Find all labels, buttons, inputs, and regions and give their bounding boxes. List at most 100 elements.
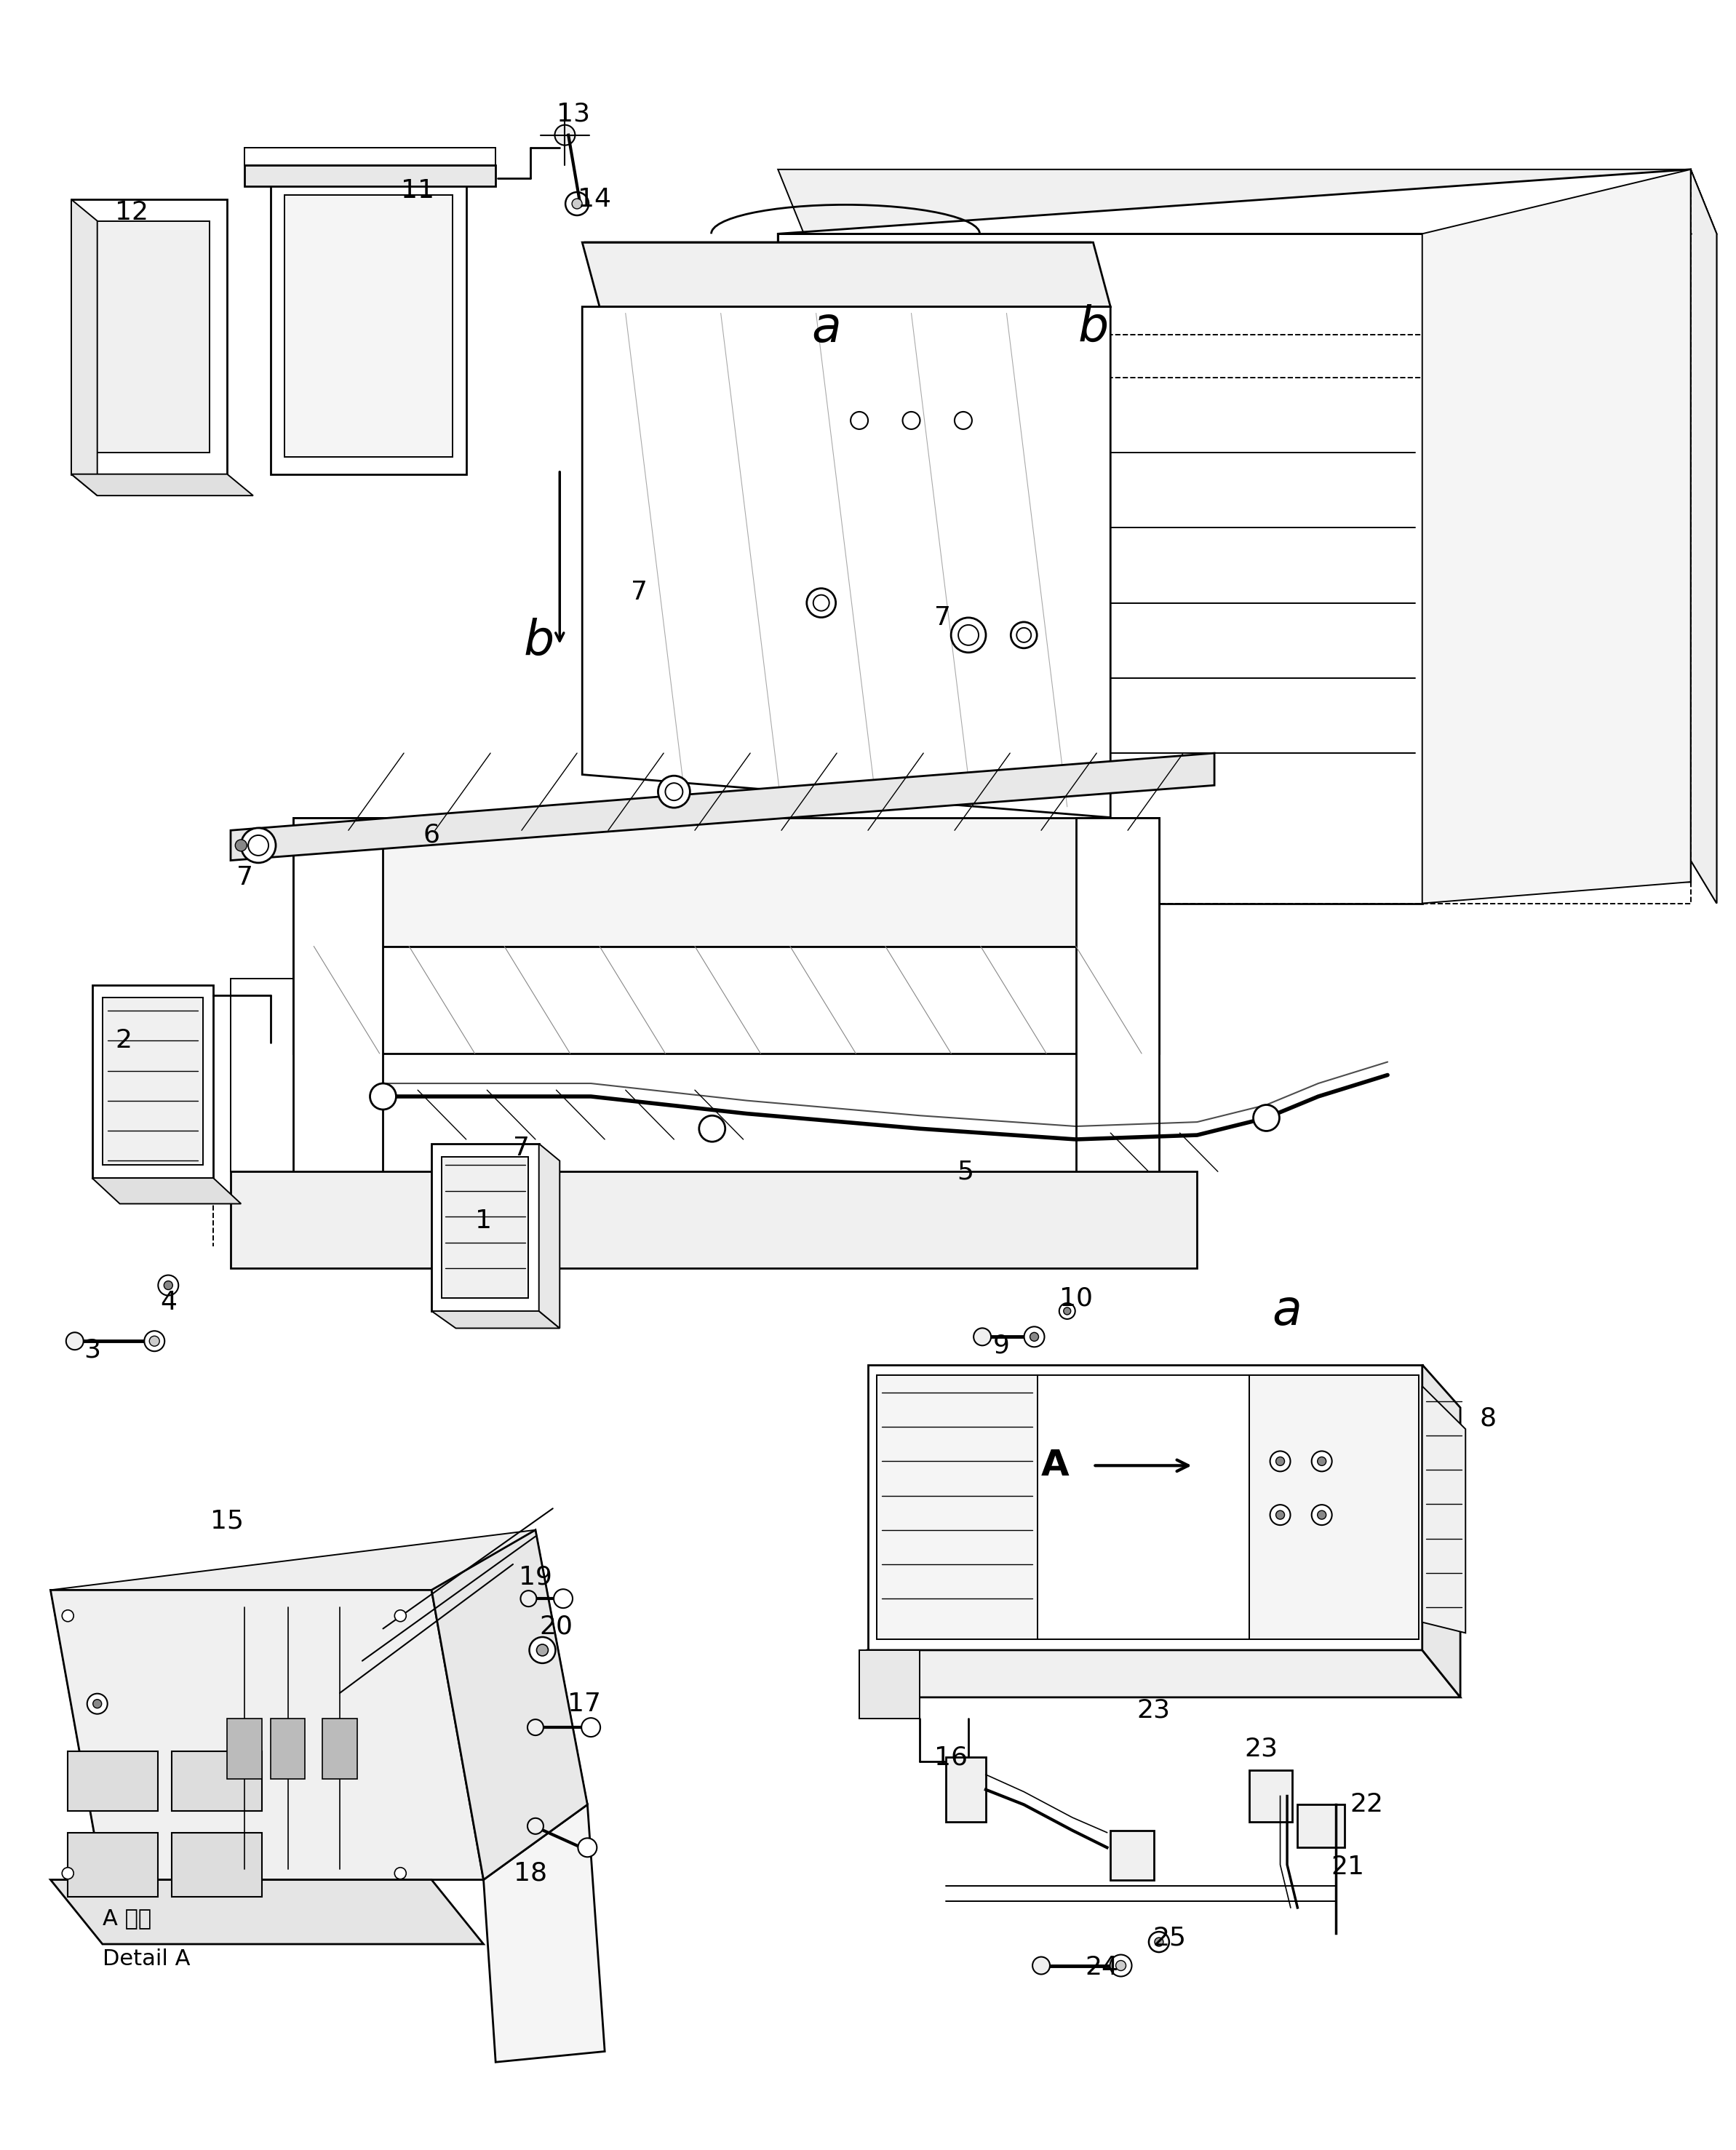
- Text: 23: 23: [1245, 1737, 1278, 1761]
- Circle shape: [955, 413, 972, 430]
- Polygon shape: [1422, 1387, 1465, 1634]
- Circle shape: [1312, 1451, 1332, 1471]
- Text: 8: 8: [1479, 1406, 1496, 1430]
- Circle shape: [1017, 628, 1031, 643]
- Circle shape: [1276, 1458, 1285, 1466]
- Circle shape: [149, 1335, 160, 1346]
- Circle shape: [1318, 1511, 1326, 1520]
- Circle shape: [241, 828, 276, 862]
- Text: 3: 3: [83, 1337, 101, 1363]
- Polygon shape: [1422, 1365, 1460, 1696]
- Polygon shape: [778, 234, 1422, 903]
- Circle shape: [951, 617, 986, 651]
- Polygon shape: [231, 978, 384, 1172]
- Circle shape: [528, 1819, 543, 1834]
- Circle shape: [571, 198, 582, 209]
- Circle shape: [1276, 1511, 1285, 1520]
- Circle shape: [94, 1699, 102, 1707]
- Circle shape: [658, 776, 689, 808]
- Circle shape: [700, 1116, 726, 1142]
- Polygon shape: [1691, 170, 1717, 903]
- Text: 11: 11: [401, 178, 434, 204]
- Text: 6: 6: [424, 821, 439, 847]
- Polygon shape: [285, 196, 453, 458]
- Bar: [227, 1718, 262, 1778]
- Polygon shape: [1691, 170, 1717, 903]
- Polygon shape: [1111, 1830, 1154, 1879]
- Circle shape: [665, 783, 682, 800]
- Polygon shape: [271, 178, 467, 475]
- Polygon shape: [231, 752, 1215, 860]
- Polygon shape: [859, 1649, 920, 1718]
- Polygon shape: [1248, 1769, 1292, 1821]
- Polygon shape: [432, 1312, 559, 1329]
- Text: 12: 12: [115, 200, 149, 226]
- Text: 9: 9: [993, 1333, 1010, 1359]
- Circle shape: [958, 626, 979, 645]
- Polygon shape: [50, 1879, 484, 1944]
- Circle shape: [163, 1281, 172, 1290]
- Circle shape: [1010, 621, 1036, 647]
- Text: b: b: [1078, 303, 1109, 353]
- Text: 17: 17: [568, 1692, 601, 1716]
- Bar: [323, 1718, 358, 1778]
- Text: 16: 16: [934, 1746, 969, 1769]
- Text: 5: 5: [957, 1159, 974, 1185]
- Circle shape: [1253, 1105, 1279, 1131]
- Circle shape: [1064, 1307, 1071, 1314]
- Circle shape: [1154, 1937, 1163, 1946]
- Circle shape: [1271, 1505, 1290, 1524]
- Text: 19: 19: [519, 1565, 552, 1589]
- Polygon shape: [245, 166, 496, 187]
- Polygon shape: [1422, 170, 1691, 903]
- Bar: [172, 1750, 262, 1810]
- Bar: [271, 1718, 306, 1778]
- Circle shape: [1312, 1505, 1332, 1524]
- Polygon shape: [50, 1531, 587, 1879]
- Bar: [68, 1832, 158, 1896]
- Circle shape: [62, 1610, 73, 1621]
- Circle shape: [1029, 1333, 1038, 1342]
- Polygon shape: [778, 170, 1717, 234]
- Text: 21: 21: [1332, 1855, 1364, 1879]
- Circle shape: [807, 589, 835, 617]
- Circle shape: [158, 1275, 179, 1296]
- Circle shape: [144, 1331, 165, 1350]
- Polygon shape: [71, 200, 227, 475]
- Polygon shape: [538, 1144, 559, 1329]
- Circle shape: [87, 1694, 108, 1714]
- Circle shape: [1116, 1961, 1127, 1972]
- Polygon shape: [231, 1172, 1198, 1268]
- Text: 7: 7: [630, 580, 648, 604]
- Polygon shape: [92, 1178, 241, 1204]
- Circle shape: [1059, 1303, 1075, 1320]
- Text: a: a: [811, 303, 842, 353]
- Polygon shape: [92, 985, 214, 1178]
- Polygon shape: [89, 221, 210, 454]
- Circle shape: [556, 125, 575, 146]
- Circle shape: [582, 1718, 601, 1737]
- Polygon shape: [432, 1144, 538, 1312]
- Polygon shape: [245, 148, 496, 166]
- Circle shape: [812, 596, 830, 611]
- Circle shape: [394, 1610, 406, 1621]
- Circle shape: [370, 1084, 396, 1109]
- Text: A 詳細: A 詳細: [102, 1907, 151, 1929]
- Circle shape: [903, 413, 920, 430]
- Circle shape: [554, 1589, 573, 1608]
- Circle shape: [394, 1868, 406, 1879]
- Polygon shape: [868, 1365, 1422, 1649]
- Polygon shape: [432, 1531, 587, 1879]
- Circle shape: [1033, 1957, 1050, 1974]
- Text: a: a: [1272, 1288, 1302, 1335]
- Circle shape: [62, 1868, 73, 1879]
- Bar: [172, 1832, 262, 1896]
- Text: 10: 10: [1059, 1286, 1092, 1312]
- Circle shape: [974, 1329, 991, 1346]
- Polygon shape: [102, 998, 203, 1165]
- Polygon shape: [946, 1757, 986, 1821]
- Polygon shape: [877, 1376, 1038, 1640]
- Circle shape: [578, 1838, 597, 1858]
- Circle shape: [1109, 1954, 1132, 1976]
- Polygon shape: [1248, 1376, 1418, 1640]
